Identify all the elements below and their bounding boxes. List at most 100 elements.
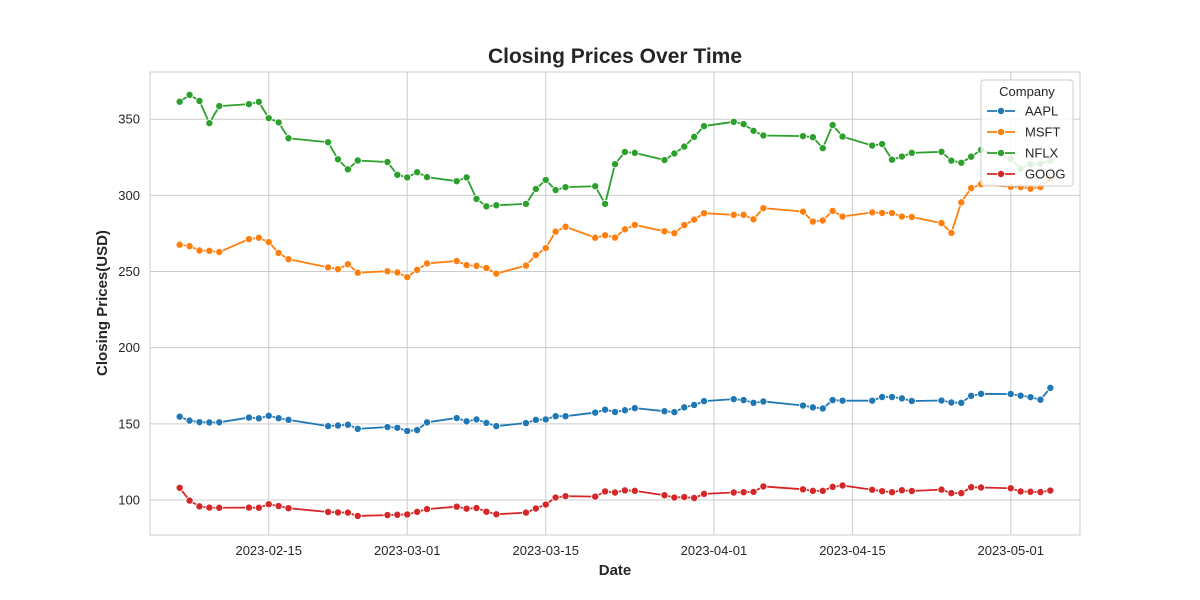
data-point-msft bbox=[541, 244, 550, 253]
data-point-msft bbox=[185, 242, 194, 251]
data-point-msft bbox=[591, 233, 600, 242]
data-point-msft bbox=[561, 222, 570, 231]
data-point-aapl bbox=[937, 396, 946, 405]
data-point-goog bbox=[700, 489, 709, 498]
legend-label: NFLX bbox=[1025, 146, 1059, 161]
data-point-aapl bbox=[343, 420, 352, 429]
data-point-nflx bbox=[413, 168, 422, 177]
data-point-goog bbox=[264, 500, 273, 509]
data-point-nflx bbox=[333, 155, 342, 164]
legend-label: MSFT bbox=[1025, 125, 1060, 140]
data-point-nflx bbox=[700, 122, 709, 131]
data-point-msft bbox=[472, 261, 481, 270]
data-point-nflx bbox=[947, 156, 956, 165]
data-point-aapl bbox=[413, 426, 422, 435]
data-point-nflx bbox=[264, 114, 273, 123]
data-point-aapl bbox=[601, 405, 610, 414]
data-point-goog bbox=[957, 489, 966, 498]
data-point-aapl bbox=[264, 411, 273, 420]
data-point-nflx bbox=[838, 132, 847, 141]
y-axis-label: Closing Prices(USD) bbox=[94, 230, 111, 376]
data-point-nflx bbox=[185, 90, 194, 99]
legend: Company AAPL MSFT NFLX GOOG bbox=[980, 79, 1074, 187]
x-tick-label: 2023-04-15 bbox=[819, 543, 886, 558]
data-point-nflx bbox=[175, 97, 184, 106]
data-point-msft bbox=[947, 228, 956, 237]
data-point-aapl bbox=[472, 415, 481, 424]
data-point-msft bbox=[254, 233, 263, 242]
x-axis-label: Date bbox=[599, 562, 632, 579]
data-point-aapl bbox=[324, 422, 333, 431]
data-point-goog bbox=[729, 488, 738, 497]
legend-label: GOOG bbox=[1025, 167, 1065, 182]
data-point-aapl bbox=[838, 396, 847, 405]
data-point-msft bbox=[937, 219, 946, 228]
data-point-nflx bbox=[403, 173, 412, 182]
data-point-nflx bbox=[205, 119, 214, 128]
data-point-nflx bbox=[808, 133, 817, 142]
data-point-nflx bbox=[818, 144, 827, 153]
data-point-aapl bbox=[977, 389, 986, 398]
data-point-msft bbox=[353, 268, 362, 277]
data-point-goog bbox=[472, 504, 481, 513]
data-point-nflx bbox=[492, 201, 501, 210]
data-point-nflx bbox=[452, 177, 461, 186]
data-point-goog bbox=[215, 503, 224, 512]
data-point-aapl bbox=[531, 415, 540, 424]
data-point-aapl bbox=[393, 423, 402, 432]
data-point-aapl bbox=[808, 403, 817, 412]
series-aapl bbox=[175, 383, 1055, 435]
data-point-msft bbox=[700, 209, 709, 218]
data-point-aapl bbox=[1006, 389, 1015, 398]
data-point-aapl bbox=[1046, 383, 1055, 392]
data-point-msft bbox=[274, 248, 283, 257]
x-tick-label: 2023-03-15 bbox=[512, 543, 579, 558]
data-point-goog bbox=[521, 508, 530, 517]
data-point-nflx bbox=[967, 152, 976, 161]
data-point-msft bbox=[907, 212, 916, 221]
data-point-goog bbox=[541, 500, 550, 509]
data-point-aapl bbox=[215, 418, 224, 427]
data-point-aapl bbox=[759, 397, 768, 406]
data-point-nflx bbox=[798, 132, 807, 141]
data-point-msft bbox=[729, 210, 738, 219]
data-point-msft bbox=[878, 209, 887, 218]
data-point-nflx bbox=[630, 148, 639, 157]
data-point-nflx bbox=[482, 202, 491, 211]
data-point-nflx bbox=[828, 121, 837, 130]
data-point-aapl bbox=[907, 396, 916, 405]
x-tick-label: 2023-04-01 bbox=[681, 543, 748, 558]
data-point-aapl bbox=[670, 408, 679, 417]
data-point-nflx bbox=[611, 160, 620, 169]
data-point-nflx bbox=[551, 186, 560, 195]
data-point-nflx bbox=[393, 170, 402, 179]
data-point-msft bbox=[601, 231, 610, 240]
data-point-msft bbox=[244, 235, 253, 244]
data-point-goog bbox=[551, 493, 560, 502]
data-point-goog bbox=[324, 507, 333, 516]
data-point-nflx bbox=[195, 96, 204, 105]
y-tick-label: 200 bbox=[118, 340, 140, 355]
data-point-msft bbox=[888, 209, 897, 218]
legend-box bbox=[980, 79, 1074, 187]
data-point-nflx bbox=[888, 155, 897, 164]
data-point-nflx bbox=[383, 158, 392, 167]
data-point-msft bbox=[630, 220, 639, 229]
data-point-nflx bbox=[215, 102, 224, 111]
data-point-msft bbox=[284, 255, 293, 264]
data-point-msft bbox=[215, 248, 224, 257]
data-point-goog bbox=[205, 503, 214, 512]
data-point-goog bbox=[1036, 488, 1045, 497]
data-point-goog bbox=[254, 503, 263, 512]
data-point-goog bbox=[897, 486, 906, 495]
data-point-aapl bbox=[818, 404, 827, 413]
data-point-aapl bbox=[967, 391, 976, 400]
data-point-goog bbox=[937, 485, 946, 494]
data-point-aapl bbox=[185, 416, 194, 425]
data-point-nflx bbox=[254, 97, 263, 106]
data-point-msft bbox=[423, 259, 432, 268]
data-point-aapl bbox=[423, 418, 432, 427]
data-point-nflx bbox=[472, 194, 481, 203]
data-point-goog bbox=[838, 481, 847, 490]
data-point-goog bbox=[690, 493, 699, 502]
